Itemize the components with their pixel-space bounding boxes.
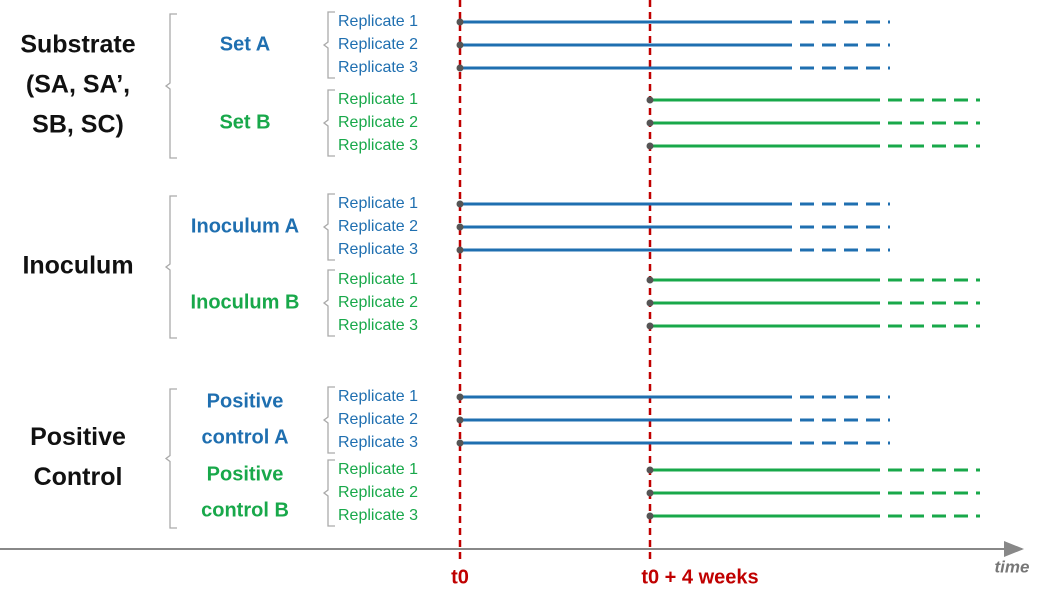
replicate-label: Replicate 2 [338, 484, 418, 501]
group-label: Positive [30, 423, 126, 451]
start-dot [456, 439, 464, 447]
replicate-label: Replicate 1 [338, 13, 418, 30]
replicate-label: Replicate 2 [338, 218, 418, 235]
set-label: Set A [220, 33, 270, 55]
set-label: control B [201, 499, 289, 521]
group-label: (SA, SA’, [26, 71, 130, 99]
start-dot [456, 18, 464, 26]
start-dot [646, 466, 654, 474]
start-dot [646, 119, 654, 127]
replicate-label: Replicate 1 [338, 388, 418, 405]
replicate-label: Replicate 3 [338, 317, 418, 334]
brace [164, 13, 177, 159]
t0-label: t0 [451, 566, 469, 588]
start-dot [646, 299, 654, 307]
brace [164, 388, 177, 529]
replicate-label: Replicate 2 [338, 411, 418, 428]
start-dot [456, 416, 464, 424]
start-dot [646, 142, 654, 150]
replicate-label: Replicate 3 [338, 241, 418, 258]
replicate-label: Replicate 2 [338, 294, 418, 311]
set-label: control A [201, 426, 288, 448]
start-dot [646, 96, 654, 104]
replicate-label: Replicate 3 [338, 507, 418, 524]
start-dot [646, 512, 654, 520]
start-dot [646, 489, 654, 497]
set-label: Positive [207, 390, 284, 412]
brace [322, 11, 335, 79]
start-dot [456, 246, 464, 254]
brace [322, 386, 335, 454]
replicate-label: Replicate 3 [338, 59, 418, 76]
brace [164, 195, 177, 339]
start-dot [456, 223, 464, 231]
set-label: Set B [219, 111, 270, 133]
replicate-label: Replicate 2 [338, 114, 418, 131]
start-dot [646, 276, 654, 284]
start-dot [456, 41, 464, 49]
time-label: time [995, 557, 1030, 576]
brace [322, 269, 335, 337]
t4-label: t0 + 4 weeks [641, 566, 758, 588]
set-label: Inoculum B [191, 291, 300, 313]
set-label: Positive [207, 463, 284, 485]
replicate-label: Replicate 1 [338, 271, 418, 288]
group-label: Inoculum [22, 252, 133, 280]
group-label: Substrate [20, 31, 135, 59]
replicate-label: Replicate 2 [338, 36, 418, 53]
replicate-label: Replicate 3 [338, 137, 418, 154]
brace [322, 89, 335, 157]
group-label: SB, SC) [32, 111, 124, 139]
replicate-label: Replicate 3 [338, 434, 418, 451]
replicate-label: Replicate 1 [338, 91, 418, 108]
brace [322, 459, 335, 527]
set-label: Inoculum A [191, 215, 299, 237]
start-dot [456, 200, 464, 208]
start-dot [646, 322, 654, 330]
group-label: Control [34, 463, 123, 491]
brace [322, 193, 335, 261]
replicate-label: Replicate 1 [338, 461, 418, 478]
replicate-label: Replicate 1 [338, 195, 418, 212]
start-dot [456, 393, 464, 401]
start-dot [456, 64, 464, 72]
